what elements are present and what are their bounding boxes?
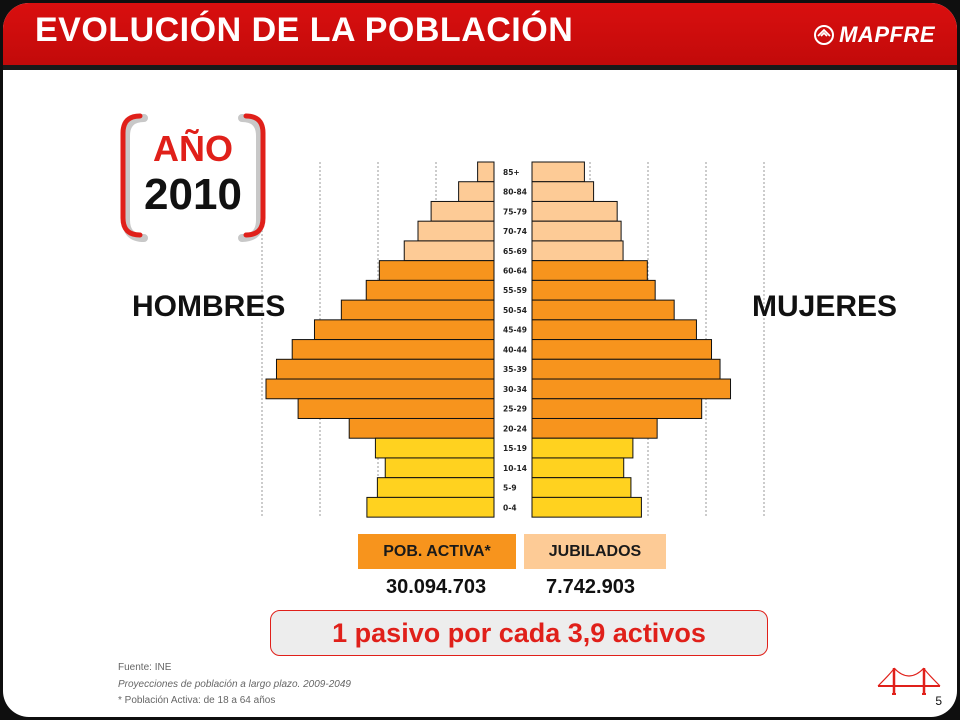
bar-women-35-39: [531, 358, 721, 380]
mapfre-logo-text: MAPFRE: [839, 22, 935, 47]
bar-women-85+: [531, 161, 585, 183]
legend-active-population: POB. ACTIVA*: [358, 534, 516, 569]
age-group-label: 35-39: [503, 365, 527, 374]
bar-women-5-9: [531, 477, 632, 498]
footnote-projection: Proyecciones de población a largo plazo.…: [118, 679, 351, 690]
bar-men-45-49: [313, 319, 495, 341]
bar-men-0-4: [366, 496, 495, 518]
bar-men-60-64: [378, 260, 495, 281]
year-label: AÑO: [153, 128, 233, 169]
age-group-label: 80-84: [503, 188, 527, 197]
bar-women-10-14: [531, 457, 625, 479]
bar-women-70-74: [531, 220, 622, 242]
legend-retired: JUBILADOS: [524, 534, 666, 569]
bar-women-50-54: [531, 299, 675, 321]
bar-women-45-49: [531, 319, 697, 341]
bar-men-20-24: [348, 417, 495, 439]
bar-men-55-59: [365, 279, 495, 301]
mujeres-label: MUJERES: [752, 290, 898, 323]
active-population-value: 30.094.703: [386, 576, 487, 598]
age-group-label: 85+: [503, 168, 520, 177]
page-number: 5: [935, 694, 942, 708]
age-group-label: 70-74: [503, 227, 527, 236]
bar-men-30-34: [265, 378, 495, 400]
retired-value: 7.742.903: [546, 576, 635, 598]
bar-men-25-29: [297, 398, 495, 419]
header-bar: EVOLUCIÓN DE LA POBLACIÓN MAPFRE: [3, 3, 957, 70]
bar-men-75-79: [430, 200, 495, 222]
age-group-label: 0-4: [503, 503, 517, 512]
bar-women-0-4: [531, 496, 642, 518]
bar-men-85+: [477, 161, 495, 183]
bar-men-40-44: [291, 339, 495, 360]
bar-women-20-24: [531, 417, 658, 439]
year-box: AÑO 2010: [118, 112, 268, 244]
bar-women-30-34: [531, 378, 732, 400]
age-group-label: 65-69: [503, 247, 527, 256]
age-group-label: 55-59: [503, 286, 527, 295]
age-group-label: 45-49: [503, 326, 527, 335]
bar-women-55-59: [531, 279, 656, 301]
bar-men-70-74: [417, 220, 495, 242]
bar-women-60-64: [531, 260, 648, 281]
hombres-label: HOMBRES: [132, 290, 286, 323]
bar-men-80-84: [458, 181, 495, 202]
bar-men-35-39: [275, 358, 495, 380]
footnote-source: Fuente: INE: [118, 662, 172, 673]
footnote-active-definition: * Población Activa: de 18 a 64 años: [118, 695, 276, 706]
bar-women-80-84: [531, 181, 595, 202]
bridge-logo-icon: [877, 667, 941, 695]
bar-men-15-19: [374, 437, 495, 459]
bar-women-75-79: [531, 200, 618, 222]
bar-men-50-54: [340, 299, 495, 321]
bar-women-25-29: [531, 398, 703, 419]
age-group-label: 75-79: [503, 207, 527, 216]
age-group-label: 10-14: [503, 464, 527, 473]
bar-men-65-69: [403, 240, 495, 262]
slide: EVOLUCIÓN DE LA POBLACIÓN MAPFRE: [3, 3, 957, 717]
page-title: EVOLUCIÓN DE LA POBLACIÓN: [35, 11, 574, 49]
bar-women-65-69: [531, 240, 624, 262]
age-group-label: 60-64: [503, 267, 527, 276]
year-value: 2010: [144, 170, 242, 219]
ratio-callout: 1 pasivo por cada 3,9 activos: [270, 610, 768, 656]
age-group-label: 15-19: [503, 444, 527, 453]
age-group-label: 5-9: [503, 484, 517, 493]
bar-women-40-44: [531, 339, 713, 360]
bar-men-5-9: [376, 477, 495, 498]
bar-women-15-19: [531, 437, 634, 459]
age-group-label: 25-29: [503, 405, 527, 414]
year-brackets: [120, 113, 266, 242]
bar-men-10-14: [384, 457, 495, 479]
age-group-label: 20-24: [503, 424, 527, 433]
mapfre-logo-icon: [814, 25, 835, 45]
age-group-label: 40-44: [503, 345, 527, 354]
age-group-label: 30-34: [503, 385, 527, 394]
mapfre-logo: MAPFRE: [813, 21, 935, 49]
age-group-label: 50-54: [503, 306, 527, 315]
